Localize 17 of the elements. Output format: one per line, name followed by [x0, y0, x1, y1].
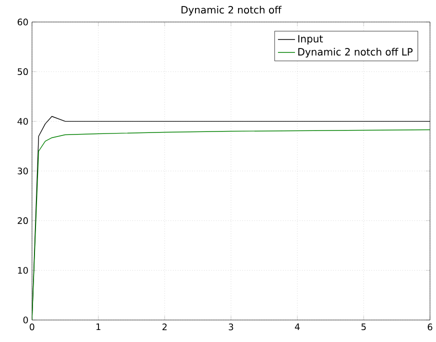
y-tick-label: 50	[18, 68, 28, 76]
x-tick-label: 2	[162, 324, 167, 330]
y-tick-label: 10	[18, 266, 28, 274]
legend-label: Dynamic 2 notch off LP	[298, 48, 413, 58]
y-tick-label: 30	[18, 168, 28, 174]
x-tick-label: 0	[30, 324, 34, 330]
x-tick-label: 6	[428, 324, 432, 330]
x-tick-label: 1	[96, 324, 100, 330]
x-tick-label: 5	[362, 324, 366, 330]
x-tick-label: 4	[294, 324, 300, 330]
y-tick-label: 0	[23, 316, 28, 324]
y-tick-label: 20	[18, 217, 28, 224]
legend-label: Input	[298, 35, 323, 44]
y-tick-label: 60	[18, 18, 28, 26]
x-tick-label: 3	[228, 324, 234, 330]
y-tick-label: 40	[18, 118, 28, 125]
chart-title: Dynamic 2 notch off	[182, 6, 282, 16]
